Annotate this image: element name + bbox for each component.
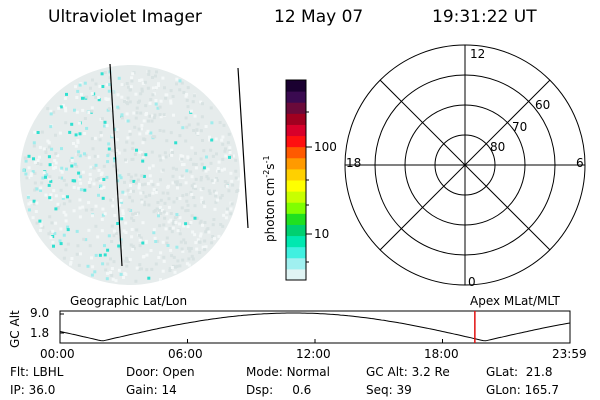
- colorbar-swatch: [286, 157, 306, 170]
- colorbar-swatch: [286, 80, 306, 92]
- geo-coord-label: Geographic Lat/Lon: [70, 294, 188, 308]
- colorbar-swatch: [286, 113, 306, 125]
- apex-coord-label: Apex MLat/MLT: [470, 294, 560, 308]
- orbit-line-left: [109, 63, 123, 267]
- y-tick-bottom: 1.8: [30, 326, 50, 340]
- colorbar-swatch: [286, 224, 306, 237]
- uv-earth-image: [20, 63, 249, 285]
- colorbar-swatch: [286, 257, 306, 270]
- lat-label-60: 60: [535, 98, 551, 112]
- header-date: 12 May 07: [274, 7, 364, 27]
- colorbar-swatch: [286, 180, 306, 192]
- x-tick-0600: 06:00: [168, 347, 203, 361]
- x-tick-0000: 00:00: [40, 347, 75, 361]
- info-gain: Gain: 14: [126, 383, 177, 397]
- info-seq: Seq: 39: [366, 383, 412, 397]
- lat-label-80: 80: [490, 140, 506, 154]
- colorbar-swatch: [286, 124, 306, 137]
- info-glat: GLat: 21.8: [486, 365, 553, 379]
- colorbar-swatch: [286, 202, 306, 214]
- timeline-y-title: GC Alt: [8, 310, 22, 348]
- info-ip: IP: 36.0: [10, 383, 56, 397]
- colorbar-swatch: [286, 146, 306, 159]
- colorbar-swatch: [286, 268, 306, 281]
- colorbar-swatch: [286, 168, 306, 181]
- info-gc-alt: GC Alt: 3.2 Re: [366, 365, 450, 379]
- x-tick-1800: 18:00: [424, 347, 459, 361]
- colorbar-tick-10: 10: [314, 227, 330, 241]
- colorbar-swatch: [286, 246, 306, 259]
- colorbar: [285, 79, 312, 281]
- colorbar-swatch: [286, 91, 306, 103]
- info-door: Door: Open: [126, 365, 195, 379]
- info-dsp: Dsp: 0.6: [246, 383, 312, 397]
- header-time: 19:31:22 UT: [432, 7, 537, 27]
- x-tick-2359: 23:59: [552, 347, 587, 361]
- orbit-line-right: [237, 67, 249, 229]
- info-glon: GLon: 165.7: [486, 383, 559, 397]
- y-tick-top: 9.0: [30, 306, 50, 320]
- colorbar-swatch: [286, 135, 306, 148]
- colorbar-swatch: [286, 102, 306, 114]
- x-tick-1200: 12:00: [296, 347, 331, 361]
- mlt-label-18: 18: [346, 156, 362, 170]
- colorbar-swatch: [286, 213, 306, 225]
- colorbar-swatch: [286, 235, 306, 248]
- mlt-label-6: 6: [576, 156, 584, 170]
- mlt-label-0: 0: [468, 275, 476, 289]
- polar-plot: [344, 44, 586, 286]
- instrument-title: Ultraviolet Imager: [48, 7, 202, 27]
- info-mode: Mode: Normal: [246, 365, 330, 379]
- lat-label-70: 70: [512, 120, 528, 134]
- timeline-plot: [59, 310, 571, 344]
- colorbar-tick-100: 100: [314, 140, 337, 154]
- mlt-label-12: 12: [470, 47, 486, 61]
- info-flt: Flt: LBHL: [10, 365, 64, 379]
- colorbar-unit-label: photon cm-2s-1: [262, 155, 277, 242]
- colorbar-swatch: [286, 191, 306, 203]
